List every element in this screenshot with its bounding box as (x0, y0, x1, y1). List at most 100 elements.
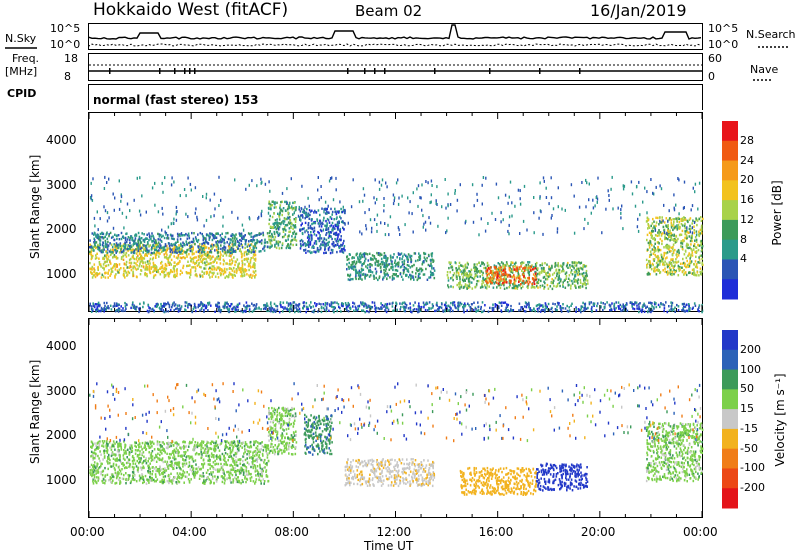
scatter-cell (502, 282, 504, 285)
scatter-cell (150, 235, 153, 238)
scatter-cell (461, 264, 463, 267)
scatter-cell (125, 307, 127, 310)
scatter-cell (303, 227, 305, 230)
scatter-cell (216, 303, 219, 306)
scatter-cell (462, 265, 464, 268)
scatter-cell (137, 239, 139, 242)
scatter-cell (169, 233, 172, 236)
scatter-cell (273, 238, 275, 241)
scatter-cell (139, 302, 141, 306)
scatter-cell (635, 301, 638, 304)
scatter-cell (130, 235, 133, 238)
scatter-cell (198, 248, 200, 251)
scatter-cell (292, 301, 295, 304)
scatter-cell (686, 236, 688, 240)
scatter-cell (669, 250, 671, 253)
scatter-cell (157, 241, 160, 244)
scatter-cell (193, 302, 196, 306)
scatter-cell (177, 253, 180, 257)
scatter-cell (146, 249, 149, 252)
scatter-cell (486, 281, 488, 284)
scatter-cell (164, 248, 166, 251)
scatter-cell (649, 265, 652, 269)
scatter-cell (194, 267, 197, 270)
scatter-cell (126, 232, 128, 235)
scatter-cell (299, 310, 302, 313)
scatter-cell (194, 266, 196, 269)
scatter-cell (305, 310, 307, 314)
scatter-cell (646, 273, 649, 276)
scatter-cell (525, 279, 528, 283)
scatter-cell (642, 305, 644, 308)
scatter-cell (93, 237, 95, 240)
scatter-cell (292, 227, 294, 230)
scatter-cell (652, 258, 655, 261)
scatter-cell (129, 241, 131, 244)
scatter-cell (555, 285, 558, 288)
scatter-cell (581, 272, 584, 276)
scatter-cell (459, 276, 461, 279)
chart-title: Hokkaido West (fitACF) (93, 0, 289, 20)
scatter-cell (173, 237, 175, 241)
noise-cell (436, 185, 438, 189)
scatter-cell (446, 274, 449, 277)
scatter-cell (688, 262, 690, 265)
scatter-cell (344, 302, 347, 305)
scatter-cell (93, 267, 95, 270)
scatter-cell (337, 211, 340, 214)
scatter-cell (511, 271, 514, 274)
scatter-cell (506, 305, 509, 308)
scatter-cell (392, 309, 394, 312)
scatter-cell (663, 254, 665, 257)
scatter-cell (377, 259, 380, 263)
scatter-cell (280, 246, 283, 250)
scatter-cell (638, 305, 640, 309)
scatter-cell (371, 271, 374, 274)
scatter-cell (456, 275, 458, 278)
scatter-cell (683, 261, 685, 265)
scatter-cell (643, 310, 646, 313)
scatter-cell (604, 303, 606, 306)
scatter-cell (688, 305, 690, 308)
scatter-cell (306, 236, 309, 239)
scatter-cell (278, 233, 281, 237)
noise-cell (592, 206, 595, 210)
scatter-cell (347, 273, 349, 277)
noise-cell (691, 226, 694, 230)
noise-cell (286, 201, 288, 205)
scatter-cell (146, 273, 148, 276)
scatter-cell (296, 308, 298, 311)
scatter-cell (336, 243, 339, 246)
scatter-cell (102, 236, 105, 240)
scatter-cell (312, 305, 315, 308)
scatter-cell (194, 309, 197, 313)
scatter-cell (202, 258, 204, 262)
scatter-cell (194, 269, 197, 273)
scatter-cell (113, 264, 115, 267)
scatter-cell (371, 254, 374, 257)
scatter-cell (486, 284, 488, 287)
scatter-cell (454, 304, 456, 307)
scatter-cell (673, 218, 676, 221)
scatter-cell (484, 266, 487, 270)
nsearch-line (88, 43, 702, 47)
scatter-cell (646, 310, 649, 313)
scatter-cell (675, 261, 678, 264)
scatter-cell (622, 309, 624, 312)
noise-cell (605, 207, 607, 211)
scatter-cell (662, 261, 665, 265)
scatter-cell (540, 279, 542, 283)
scatter-cell (223, 306, 225, 310)
scatter-cell (167, 258, 170, 262)
scatter-cell (311, 222, 313, 226)
scatter-cell (564, 307, 567, 310)
scatter-cell (275, 227, 278, 231)
scatter-cell (319, 248, 322, 251)
scatter-cell (469, 272, 471, 275)
scatter-cell (544, 281, 546, 285)
scatter-cell (651, 229, 653, 233)
scatter-cell (349, 266, 352, 269)
scatter-cell (428, 301, 431, 304)
scatter-cell (475, 310, 477, 313)
scatter-cell (253, 307, 256, 310)
